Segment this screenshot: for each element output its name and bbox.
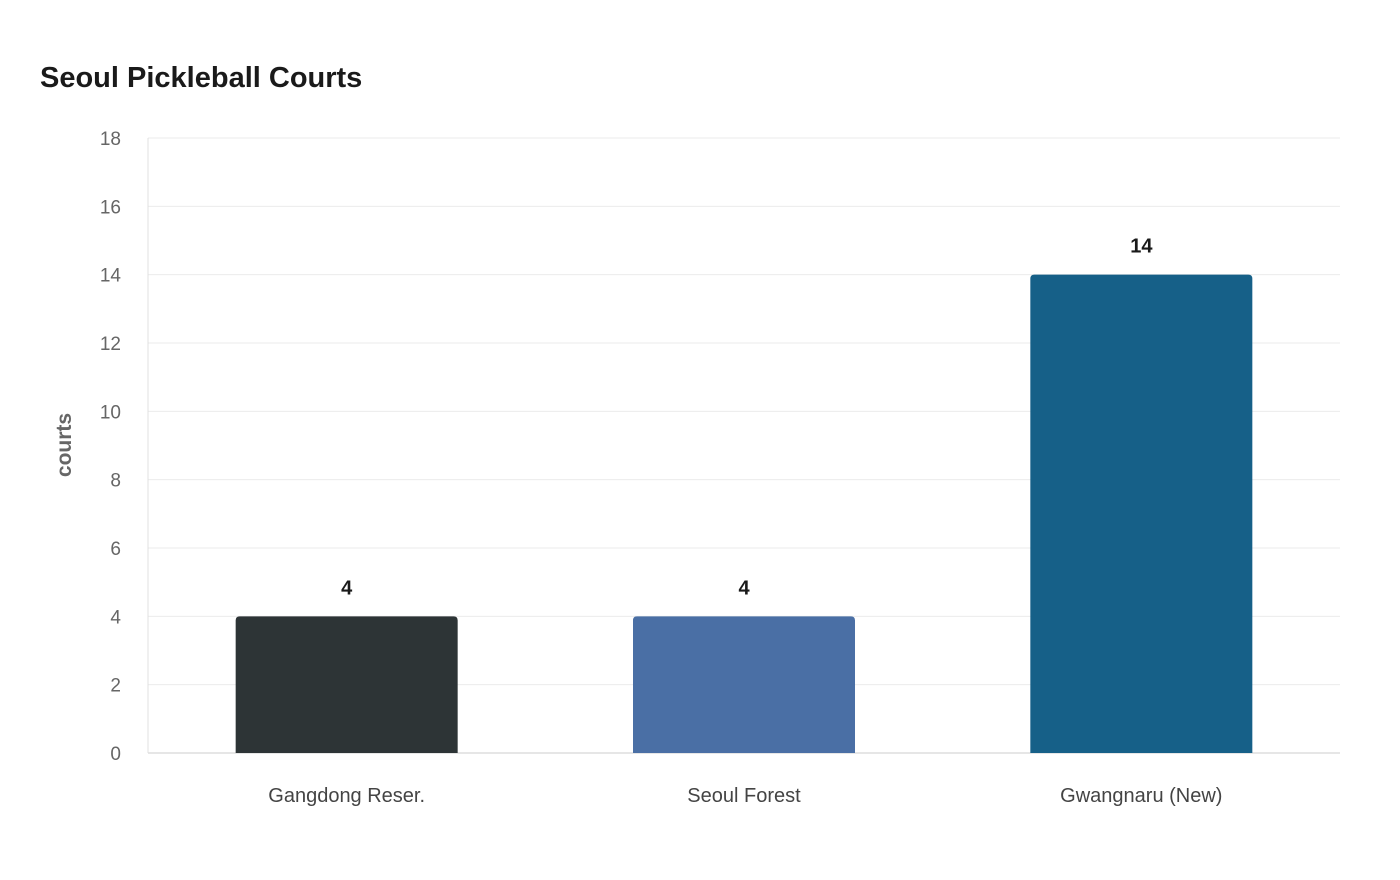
x-tick-label: Gangdong Reser.	[268, 785, 425, 807]
y-axis-label: courts	[53, 413, 76, 477]
data-label: 4	[738, 577, 750, 599]
y-tick-label: 10	[100, 402, 121, 423]
y-tick-label: 8	[110, 471, 121, 492]
bar	[633, 616, 855, 753]
x-tick-label: Seoul Forest	[687, 785, 801, 807]
chart-title: Seoul Pickleball Courts	[40, 62, 363, 94]
y-tick-label: 16	[100, 197, 121, 218]
x-tick-label: Gwangnaru (New)	[1060, 785, 1222, 807]
y-tick-label: 2	[110, 676, 121, 697]
y-tick-label: 4	[110, 607, 121, 628]
y-tick-label: 18	[100, 129, 121, 150]
bar	[1030, 274, 1253, 753]
y-tick-label: 6	[110, 539, 121, 560]
data-label: 4	[341, 577, 353, 599]
bar	[235, 616, 458, 753]
data-label: 14	[1130, 236, 1153, 258]
y-tick-label: 0	[110, 744, 121, 765]
y-tick-label: 12	[100, 334, 121, 355]
y-tick-label: 14	[100, 266, 122, 287]
